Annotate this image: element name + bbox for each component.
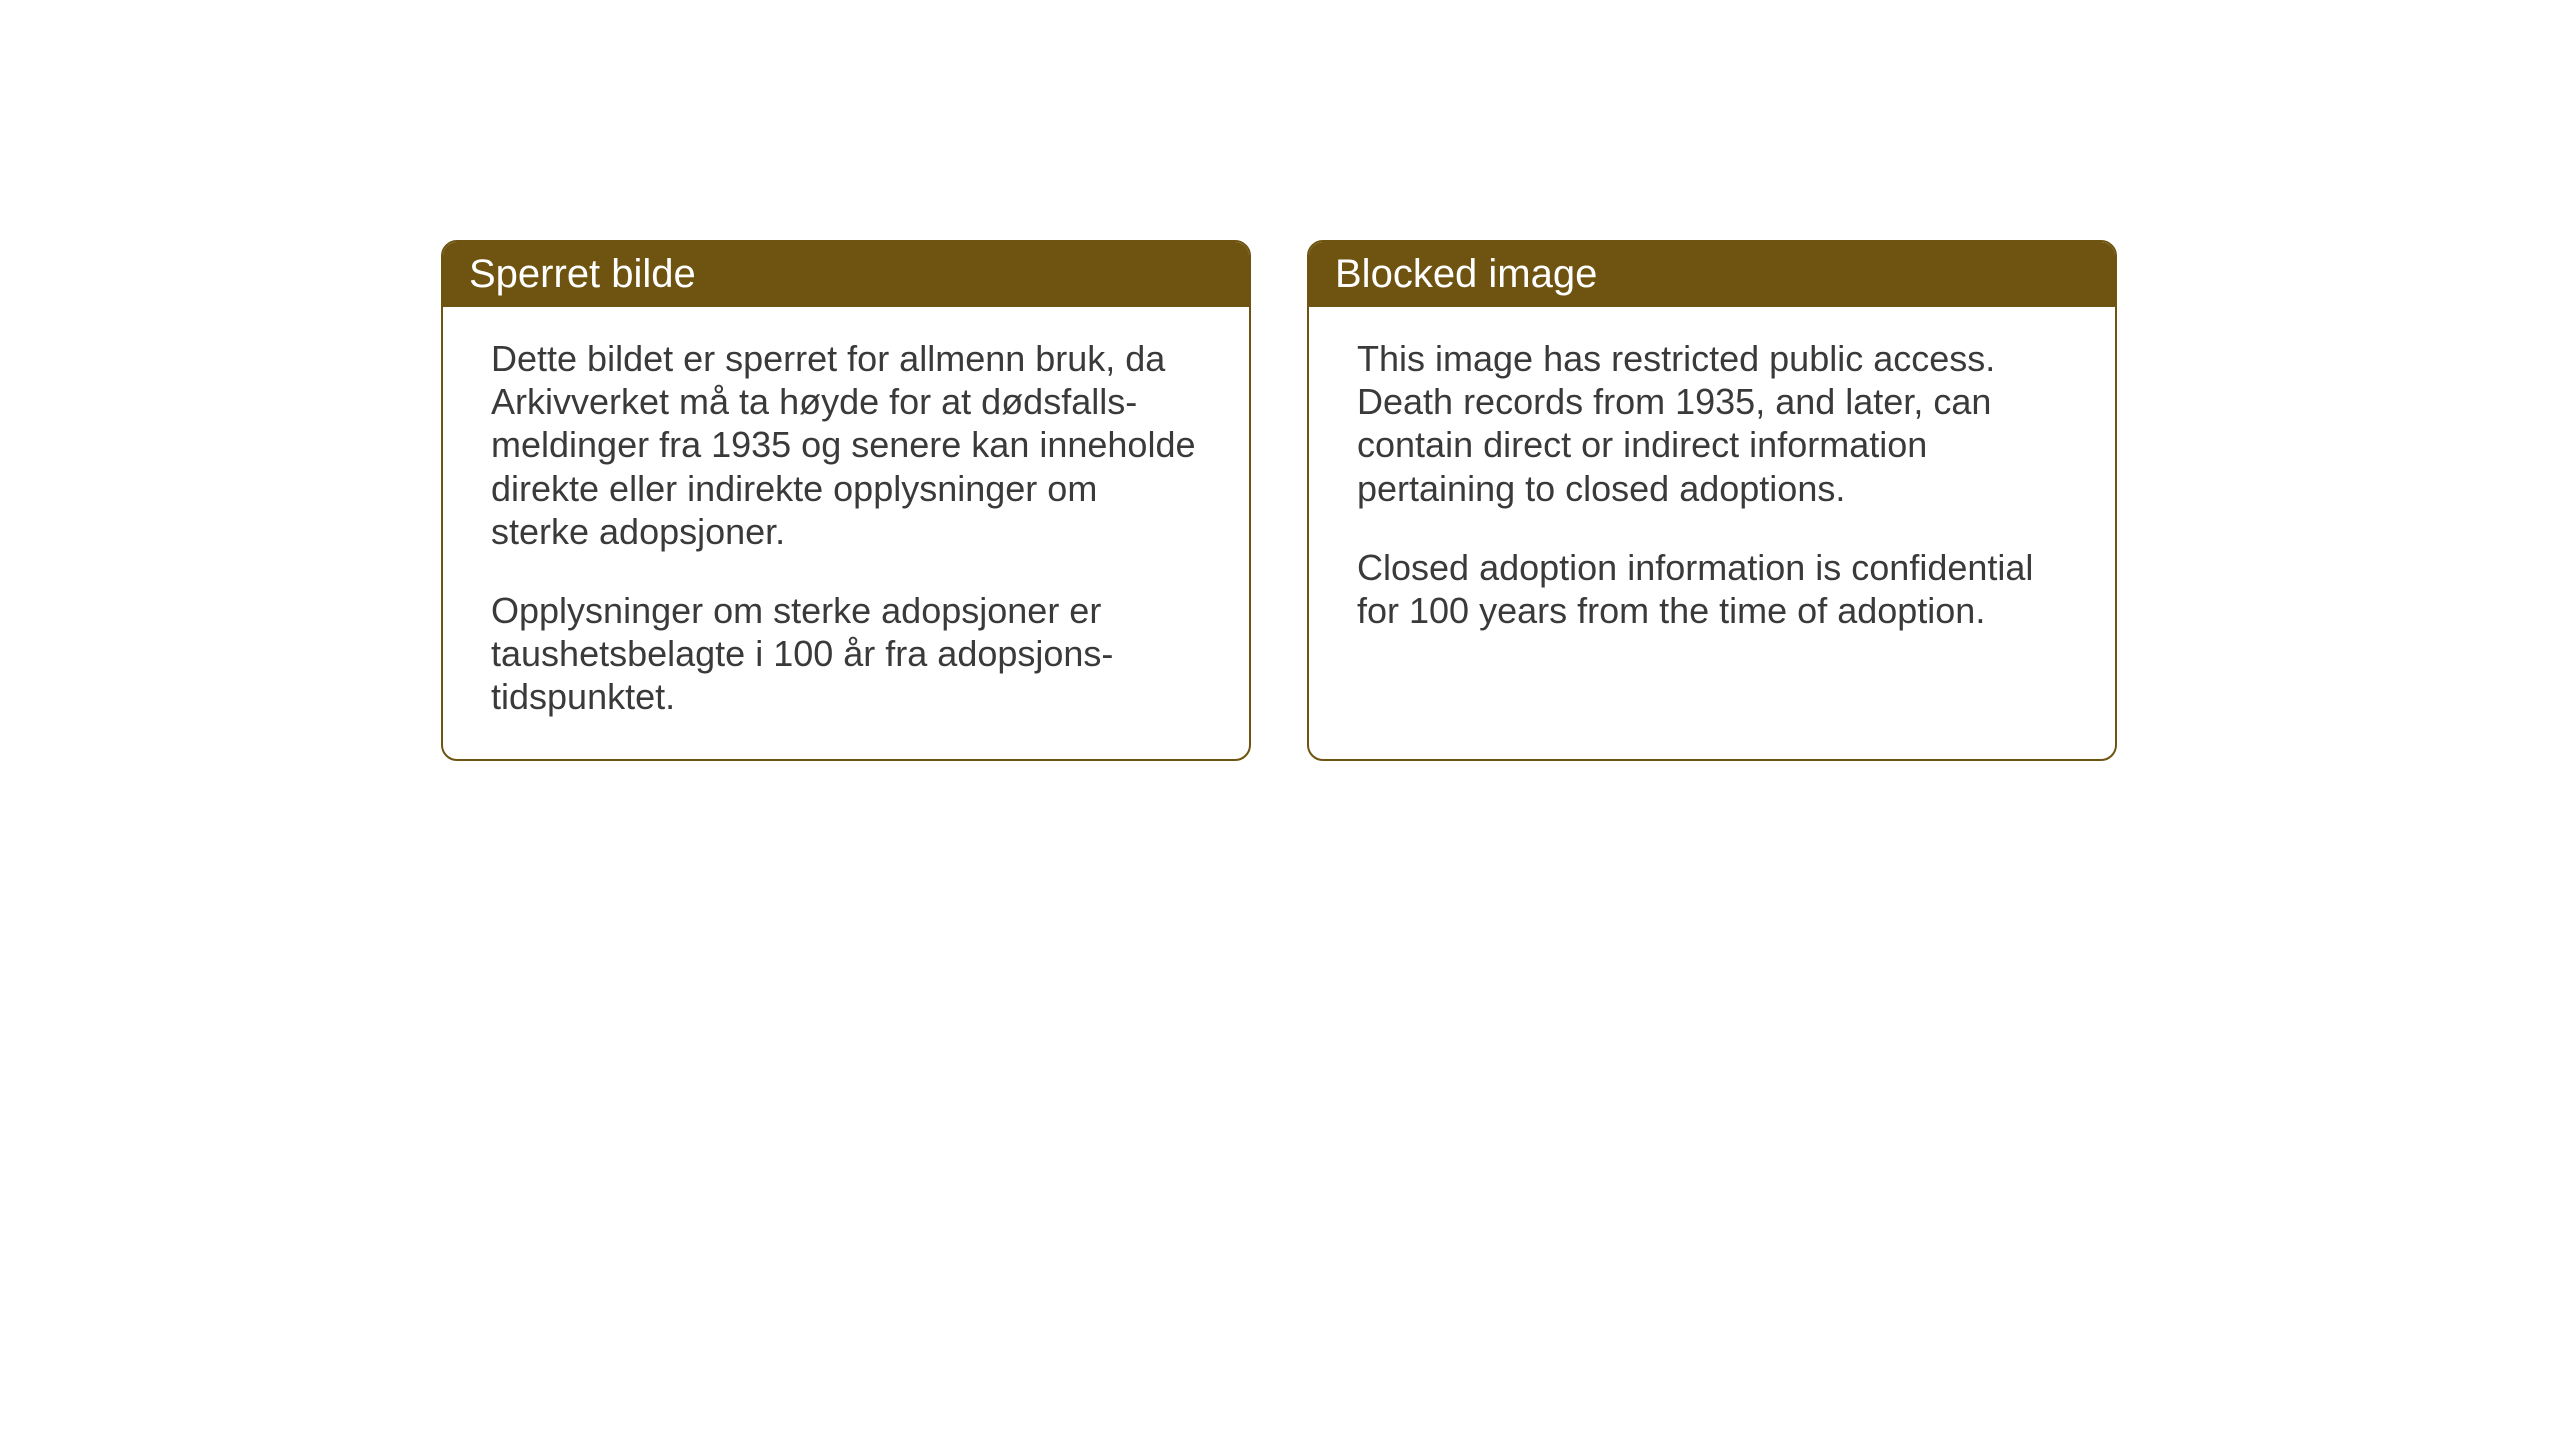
- cards-container: Sperret bilde Dette bildet er sperret fo…: [441, 240, 2117, 761]
- card-norwegian: Sperret bilde Dette bildet er sperret fo…: [441, 240, 1251, 761]
- card-body-english: This image has restricted public access.…: [1309, 307, 2115, 672]
- card-header-norwegian: Sperret bilde: [443, 242, 1249, 307]
- card-body-norwegian: Dette bildet er sperret for allmenn bruk…: [443, 307, 1249, 759]
- card-header-english: Blocked image: [1309, 242, 2115, 307]
- card-english: Blocked image This image has restricted …: [1307, 240, 2117, 761]
- paragraph-english-2: Closed adoption information is confident…: [1357, 546, 2067, 632]
- paragraph-norwegian-2: Opplysninger om sterke adopsjoner er tau…: [491, 589, 1201, 719]
- paragraph-norwegian-1: Dette bildet er sperret for allmenn bruk…: [491, 337, 1201, 553]
- paragraph-english-1: This image has restricted public access.…: [1357, 337, 2067, 510]
